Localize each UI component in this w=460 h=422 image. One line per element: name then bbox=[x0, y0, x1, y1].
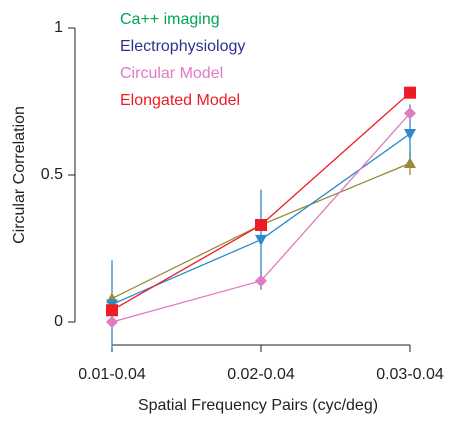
legend-entry: Circular Model bbox=[120, 65, 223, 82]
legend-entry: Ca++ imaging bbox=[120, 11, 220, 28]
marker bbox=[106, 316, 118, 328]
x-tick-label: 0.02-0.04 bbox=[227, 366, 295, 383]
marker bbox=[106, 304, 118, 317]
x-tick-label: 0.01-0.04 bbox=[78, 366, 146, 383]
marker bbox=[404, 86, 416, 99]
marker bbox=[255, 218, 267, 231]
x-tick-label: 0.03-0.04 bbox=[376, 366, 444, 383]
y-axis-title: Circular Correlation bbox=[11, 106, 28, 244]
y-tick-label: 0.5 bbox=[41, 166, 63, 183]
marker bbox=[404, 129, 416, 140]
legend-entry: Electrophysiology bbox=[120, 38, 245, 55]
legend-entry: Elongated Model bbox=[120, 92, 240, 109]
y-tick-label: 1 bbox=[54, 19, 63, 36]
marker bbox=[404, 107, 416, 120]
x-axis-title: Spatial Frequency Pairs (cyc/deg) bbox=[138, 397, 378, 414]
marker bbox=[255, 274, 267, 287]
y-tick-label: 0 bbox=[54, 313, 63, 330]
marker bbox=[255, 234, 267, 246]
marker bbox=[404, 157, 416, 169]
